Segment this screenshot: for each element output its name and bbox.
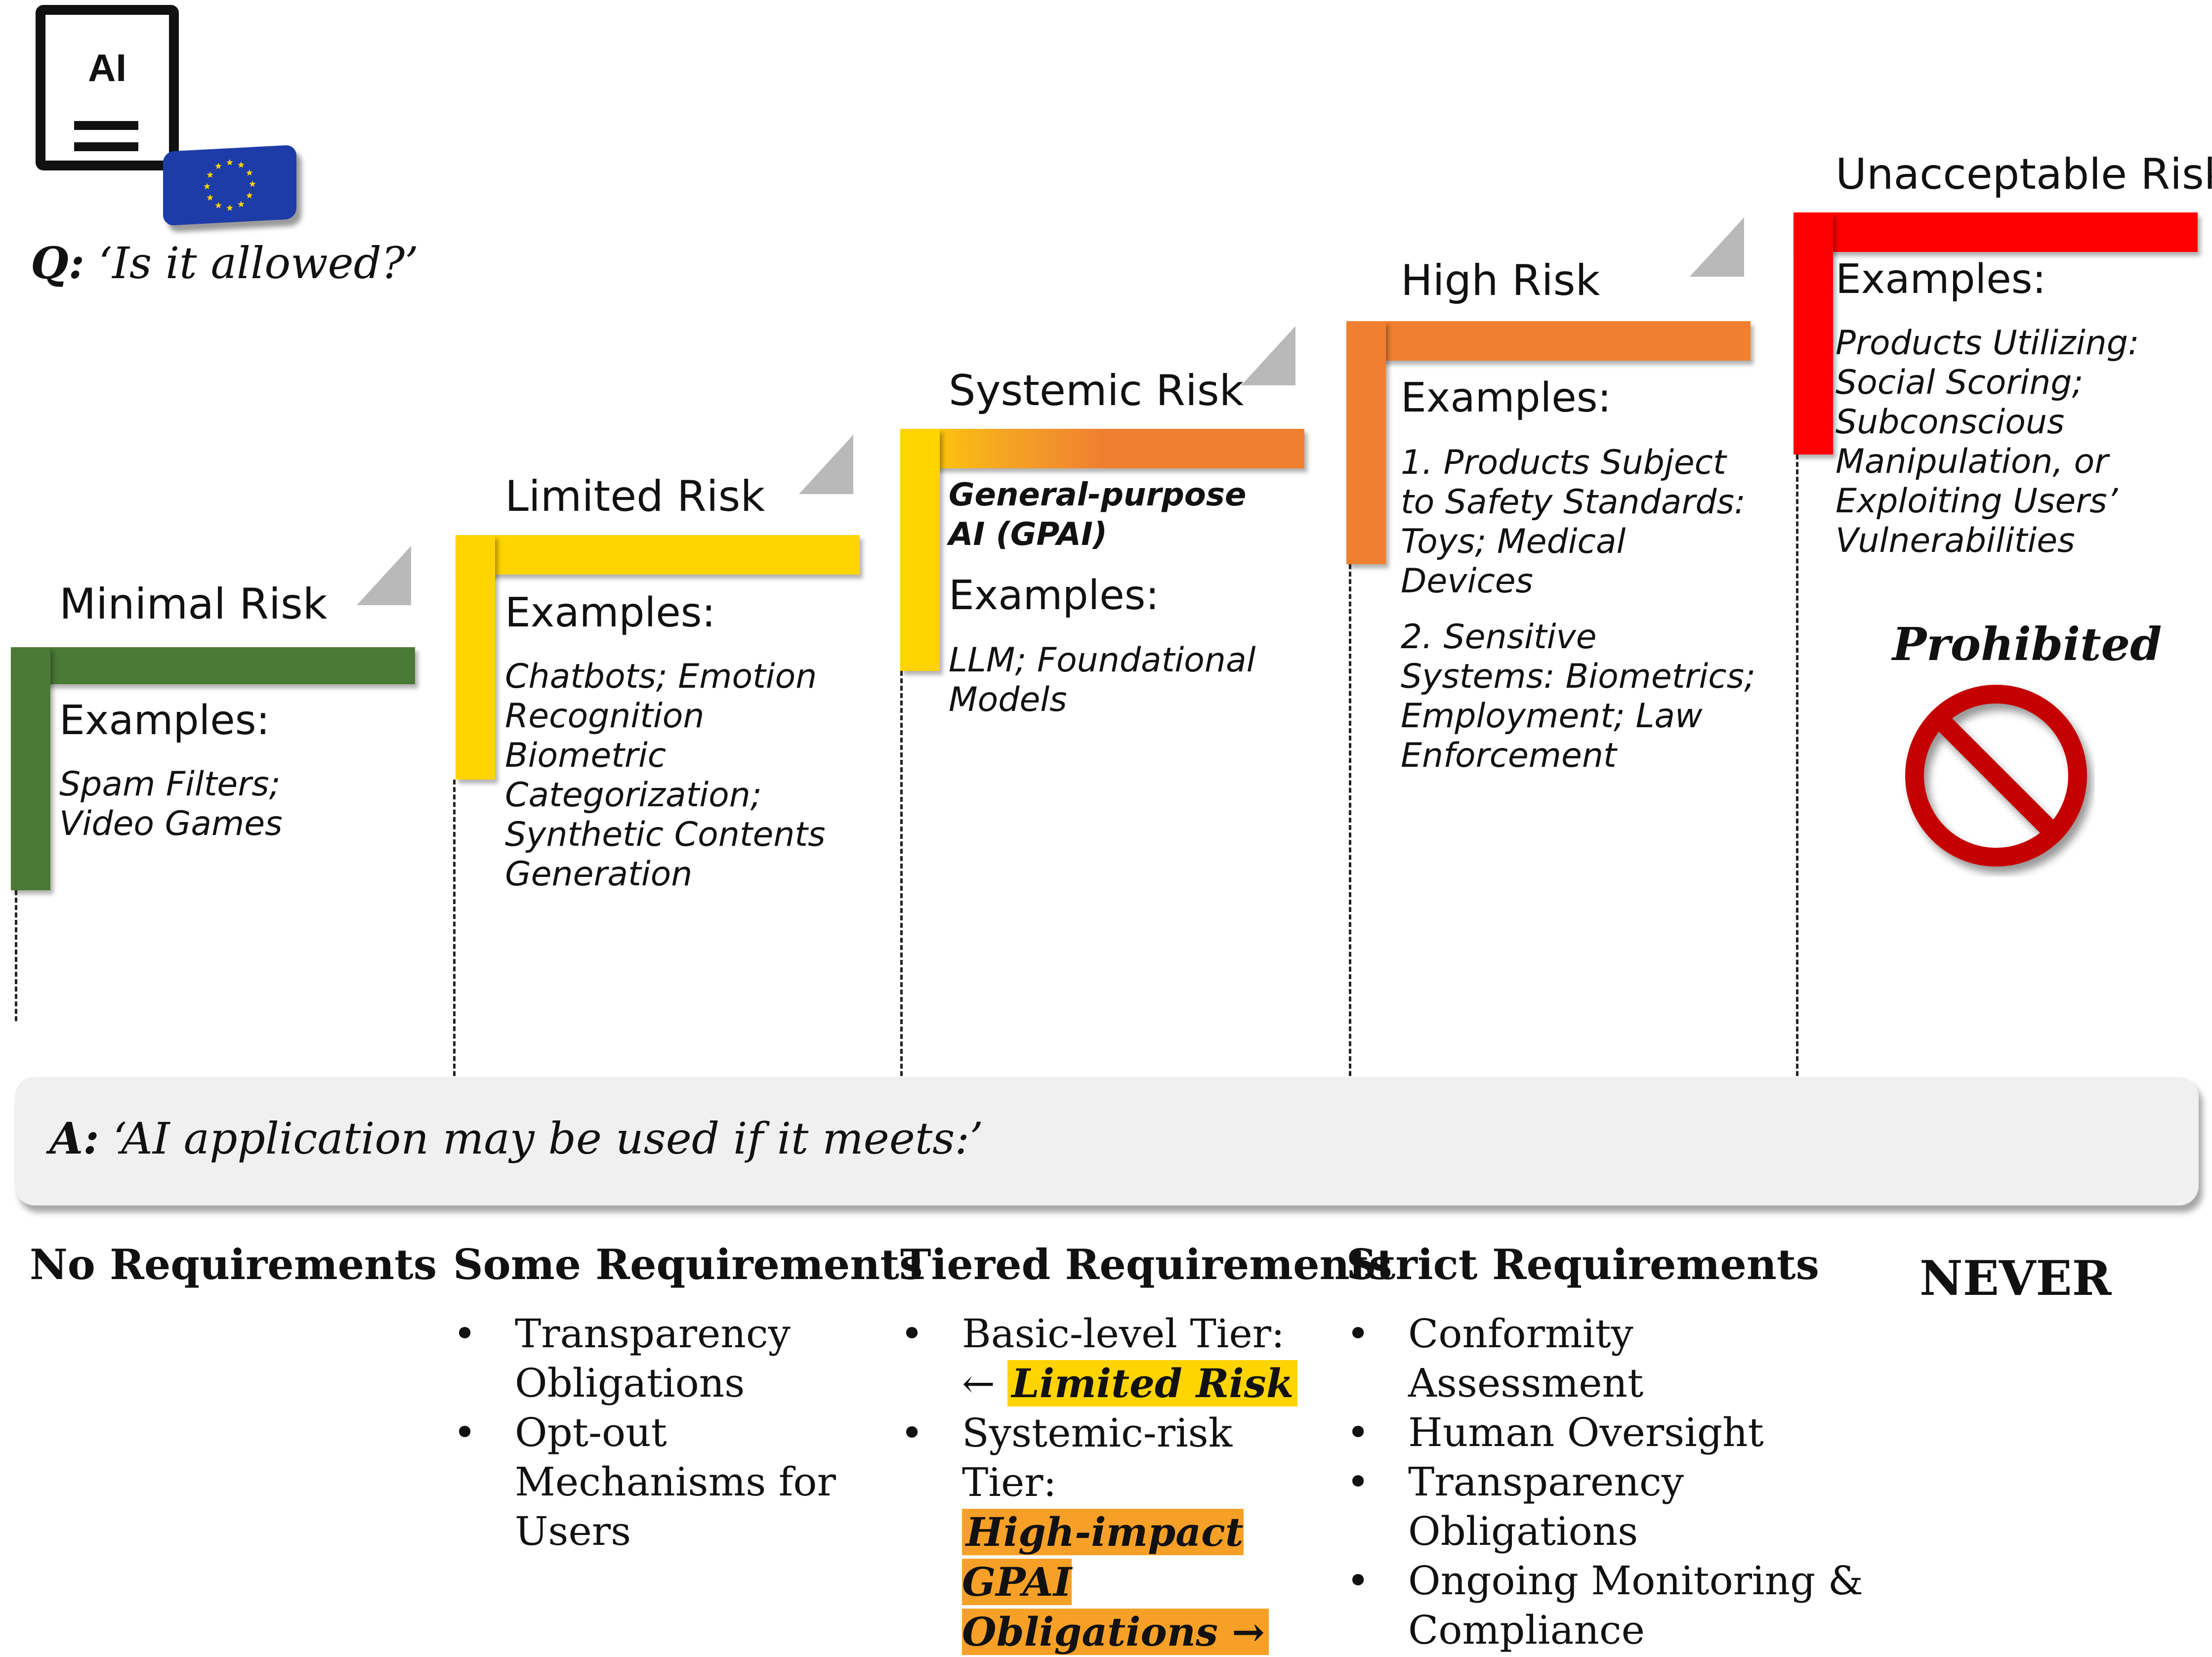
tier-title-unacceptable: Unacceptable Risk [1836, 150, 2212, 199]
list-item: Transparency Obligations [1346, 1457, 1865, 1556]
tier-leg-minimal [11, 647, 50, 890]
systemic-tier-label: Systemic-risk Tier: [962, 1410, 1233, 1505]
examples-label-unacceptable: Examples: [1836, 256, 2046, 303]
step-triangle-limited [799, 435, 853, 494]
document-icon-label: AI [88, 46, 126, 89]
question-text: ‘Is it allowed?’ [98, 238, 419, 289]
eu-star [238, 201, 245, 207]
guide-line-high [1349, 564, 1351, 1076]
guide-line-unacceptable [1796, 455, 1798, 1076]
answer-body: ‘AI application may be used if it meets:… [113, 1113, 984, 1164]
gpai-obligations-highlight: High-impact GPAI Obligations → [962, 1509, 1269, 1655]
answer-text: A: ‘AI application may be used if it mee… [49, 1117, 983, 1160]
tier-leg-limited [456, 535, 495, 780]
eu-star [226, 159, 233, 166]
limited-risk-highlight: Limited Risk [1007, 1360, 1298, 1407]
examples-high-1: 1. Products Subject to Safety Standards:… [1401, 443, 1746, 601]
basic-tier-label: Basic-level Tier: [962, 1311, 1285, 1357]
list-item: Ongoing Monitoring & Compliance [1346, 1556, 1865, 1655]
eu-star [207, 194, 213, 201]
examples-systemic: LLM; Foundational Models [949, 641, 1256, 719]
eu-star [238, 161, 245, 168]
guide-line-systemic [900, 671, 903, 1076]
step-triangle-minimal [357, 546, 411, 605]
req-title-tiered: Tiered Requirements [900, 1240, 1392, 1289]
eu-star [249, 180, 256, 187]
prohibited-label: Prohibited [1892, 618, 2162, 671]
right-arrow-icon: → [1231, 1609, 1265, 1655]
req-title-never: NEVER [1920, 1250, 2112, 1306]
tier-leg-unacceptable [1794, 212, 1833, 455]
req-title-none: No Requirements [30, 1240, 437, 1289]
step-triangle-systemic [1241, 326, 1295, 385]
req-list-some: Transparency Obligations Opt-out Mechani… [453, 1309, 888, 1556]
examples-high-2: 2. Sensitive Systems: Biometrics; Employ… [1401, 618, 1755, 775]
prohibited-icon [1897, 679, 2095, 877]
list-item: Conformity Assessment [1346, 1309, 1865, 1408]
examples-label-systemic: Examples: [949, 572, 1160, 619]
examples-unacceptable: Products Utilizing: Social Scoring; Subc… [1836, 324, 2139, 560]
tier-bar-unacceptable [1794, 212, 2198, 252]
list-item: Human Oversight [1346, 1408, 1865, 1457]
step-triangle-high [1690, 217, 1744, 277]
guide-line-limited [453, 780, 456, 1076]
tier-bar-high [1346, 321, 1751, 361]
tier-bar-minimal [11, 647, 415, 684]
eu-star [246, 192, 253, 199]
question-prefix: Q: [31, 237, 85, 289]
examples-label-minimal: Examples: [59, 697, 270, 744]
eu-star [226, 205, 233, 211]
req-list-tiered: Basic-level Tier: ← Limited Risk Systemi… [900, 1309, 1315, 1657]
eu-stars [204, 159, 256, 211]
eu-flag-icon [163, 144, 296, 226]
gpai-subtitle: General-purpose AI (GPAI) [949, 477, 1247, 553]
eu-star [204, 183, 210, 190]
examples-limited: Chatbots; Emotion Recognition Biometric … [505, 657, 826, 894]
tier-leg-systemic [900, 429, 940, 671]
answer-bar: A: ‘AI application may be used if it mee… [15, 1077, 2199, 1205]
list-item-systemic-tier: Systemic-risk Tier: High-impact GPAI Obl… [900, 1408, 1315, 1657]
req-list-strict: Conformity Assessment Human Oversight Tr… [1346, 1309, 1865, 1655]
tier-title-systemic: Systemic Risk [949, 366, 1244, 415]
examples-label-high: Examples: [1401, 374, 1612, 421]
eu-star [246, 169, 253, 176]
eu-star [215, 163, 222, 169]
tier-title-limited: Limited Risk [505, 472, 765, 521]
tier-title-minimal: Minimal Risk [59, 580, 328, 629]
list-item-basic-tier: Basic-level Tier: ← Limited Risk [900, 1309, 1315, 1408]
left-arrow-icon: ← [962, 1361, 996, 1407]
req-title-strict: Strict Requirements [1346, 1240, 1819, 1289]
eu-star [215, 202, 222, 208]
eu-star [207, 171, 213, 178]
answer-prefix: A: [49, 1113, 99, 1164]
examples-label-limited: Examples: [505, 589, 716, 636]
tier-bar-limited [456, 535, 860, 575]
req-title-some: Some Requirements [453, 1240, 923, 1289]
tier-bar-systemic [900, 429, 1304, 468]
document-icon: AI [36, 5, 179, 170]
list-item: Transparency Obligations [453, 1309, 888, 1408]
tier-leg-high [1346, 321, 1386, 564]
list-item: Opt-out Mechanisms for Users [453, 1408, 888, 1556]
examples-minimal: Spam Filters; Video Games [59, 765, 283, 843]
guide-line-minimal [15, 890, 17, 1021]
question: Q: ‘Is it allowed?’ [31, 241, 418, 285]
tier-title-high: High Risk [1401, 256, 1600, 305]
